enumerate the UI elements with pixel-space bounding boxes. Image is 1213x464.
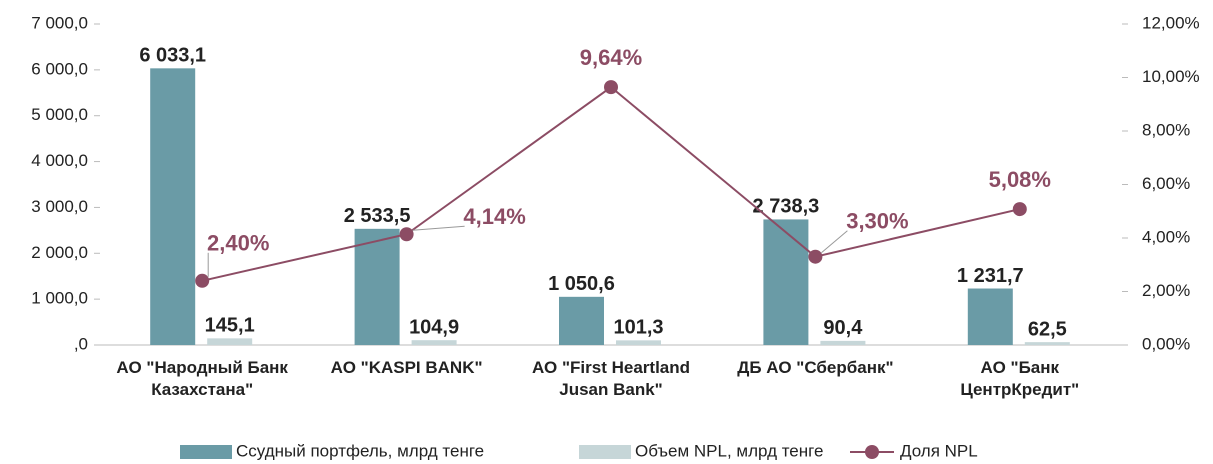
x-tick-label: ДБ АО "Сбербанк" <box>737 358 894 377</box>
bar-value-label: 6 033,1 <box>139 45 206 67</box>
bar-value-label: 104,9 <box>409 316 459 338</box>
legend-swatch <box>579 445 631 459</box>
y2-tick-label: 12,00% <box>1142 13 1200 32</box>
leader-line <box>412 225 465 231</box>
bar <box>820 340 866 345</box>
bar <box>354 228 400 345</box>
y-tick-label: 3 000,0 <box>31 197 88 216</box>
bar <box>967 288 1013 345</box>
bar-value-label: 62,5 <box>1028 318 1067 340</box>
bar <box>150 68 196 346</box>
bar <box>559 296 604 345</box>
y-tick-label: 2 000,0 <box>31 243 88 262</box>
line-value-label: 5,08% <box>989 167 1051 192</box>
leader-line <box>821 230 848 254</box>
x-tick-label: АО "First Heartland Jusan Bank" <box>531 358 691 399</box>
bar-value-label: 2 738,3 <box>753 196 820 218</box>
y-tick-label: 1 000,0 <box>31 289 88 308</box>
line-point <box>195 273 210 288</box>
line <box>201 85 1021 282</box>
y2-tick-label: 8,00% <box>1142 120 1190 139</box>
line-value-label: 2,40% <box>207 231 269 256</box>
bar-value-label: 90,4 <box>823 317 863 339</box>
bar <box>763 219 809 345</box>
x-tick-label: АО "Народный Банк Казахстана" <box>116 358 288 399</box>
bar <box>411 340 457 345</box>
line-point <box>604 80 618 95</box>
bar <box>1024 342 1070 345</box>
y2-tick-label: 2,00% <box>1142 281 1190 300</box>
line-point <box>1012 202 1027 217</box>
y2-tick-label: 6,00% <box>1142 174 1190 193</box>
bar-value-label: 2 533,5 <box>344 205 411 227</box>
line-value-label: 9,64% <box>580 45 642 70</box>
y-tick-label: 5 000,0 <box>31 105 88 124</box>
bar-value-label: 101,3 <box>613 317 663 339</box>
y-tick-label: ,0 <box>74 334 88 353</box>
bar <box>616 340 661 345</box>
y2-tick-label: 10,00% <box>1142 67 1200 86</box>
line-point <box>399 227 414 242</box>
line-value-label: 4,14% <box>463 204 525 229</box>
x-tick-label: АО "KASPI BANK" <box>330 358 483 377</box>
legend-label: Ссудный портфель, млрд тенге <box>236 441 484 460</box>
bar <box>207 338 253 345</box>
legend-label: Доля NPL <box>900 441 978 460</box>
legend-swatch <box>180 445 232 459</box>
line-point <box>808 249 823 264</box>
y-tick-label: 6 000,0 <box>31 59 88 78</box>
y2-tick-label: 0,00% <box>1142 334 1190 353</box>
bar-value-label: 1 050,6 <box>548 273 615 295</box>
y-tick-label: 7 000,0 <box>31 13 88 32</box>
y-tick-label: 4 000,0 <box>31 151 88 170</box>
line-value-label: 3,30% <box>846 209 908 234</box>
legend-marker <box>865 445 879 459</box>
bar-value-label: 1 231,7 <box>957 265 1024 287</box>
x-tick-label: АО "Банк ЦентрКредит" <box>960 358 1080 399</box>
bar-value-label: 145,1 <box>205 315 255 337</box>
legend-label: Объем NPL, млрд тенге <box>635 441 823 460</box>
y2-tick-label: 4,00% <box>1142 227 1190 246</box>
